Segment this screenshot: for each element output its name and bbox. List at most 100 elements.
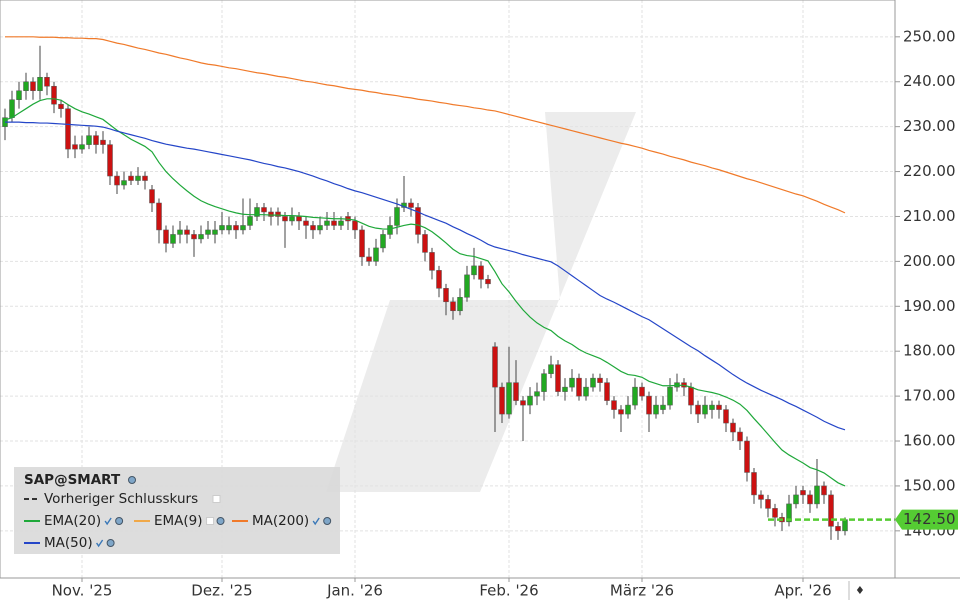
candle-body <box>184 229 190 235</box>
x-tick-label: Nov. '25 <box>52 582 113 600</box>
candle-body <box>30 81 36 91</box>
candle-body <box>632 386 638 406</box>
candle-body <box>65 108 71 150</box>
candle-body <box>541 373 547 392</box>
candle-body <box>198 234 204 240</box>
x-tick-label: Feb. '26 <box>479 582 538 600</box>
legend-settings-icon[interactable] <box>323 517 332 525</box>
legend-title: SAP@SMART <box>24 472 121 488</box>
candle-body <box>485 279 491 285</box>
candle-body <box>660 404 666 410</box>
candle-body <box>408 202 414 208</box>
candle-body <box>653 404 659 415</box>
y-tick-label: 240.00 <box>903 72 956 90</box>
candle-body <box>163 229 169 244</box>
candle-body <box>135 175 141 181</box>
candle-body <box>835 526 841 532</box>
candle-body <box>380 234 386 249</box>
legend-check-icon[interactable] <box>96 539 104 548</box>
candle-body <box>744 440 750 473</box>
last-price-tag <box>895 509 958 530</box>
y-tick-label: 150.00 <box>903 476 956 494</box>
candle-body <box>527 395 533 406</box>
ma-line <box>5 121 846 431</box>
candle-body <box>730 422 736 433</box>
y-tick-label: 170.00 <box>903 387 956 405</box>
candle-body <box>597 377 603 383</box>
legend-check-icon[interactable] <box>312 517 320 526</box>
candle-body <box>478 265 484 280</box>
candle-body <box>618 409 624 415</box>
candle-body <box>177 229 183 235</box>
candle-body <box>499 386 505 415</box>
candle-body <box>275 211 281 217</box>
legend-check-icon[interactable] <box>104 517 112 526</box>
candle-body <box>317 225 323 231</box>
legend-settings-icon[interactable] <box>106 539 115 547</box>
candle-body <box>590 377 596 388</box>
candle-body <box>436 270 442 289</box>
last-price-label: 142.50 <box>903 510 956 528</box>
candle-body <box>86 135 92 145</box>
candle-body <box>233 225 239 231</box>
candle-body <box>492 346 498 388</box>
y-tick-label: 230.00 <box>903 117 956 135</box>
legend-settings-icon[interactable] <box>128 476 136 484</box>
candle-body <box>814 485 820 505</box>
candle-body <box>772 508 778 518</box>
candle-body <box>422 234 428 253</box>
candle-body <box>268 211 274 217</box>
candle-body <box>107 144 113 177</box>
candle-body <box>471 265 477 276</box>
candle-body <box>646 395 652 415</box>
candle-body <box>828 494 834 527</box>
candle-body <box>800 490 806 496</box>
candle-body <box>702 404 708 415</box>
legend-settings-icon[interactable] <box>115 517 124 525</box>
candle-body <box>842 519 848 532</box>
candle-body <box>310 225 316 231</box>
candle-body <box>338 220 344 226</box>
candle-body <box>23 81 29 91</box>
candle-body <box>170 234 176 244</box>
y-tick-label: 190.00 <box>903 297 956 315</box>
legend: SAP@SMART Vorheriger Schlusskurs EMA(20) EM… <box>24 472 332 551</box>
watermark-shape <box>326 112 636 492</box>
candle-body <box>240 225 246 231</box>
candle-body <box>51 85 57 105</box>
candle-body <box>303 220 309 226</box>
candle-body <box>555 364 561 392</box>
candle-body <box>415 207 421 235</box>
legend-checkbox[interactable] <box>212 495 221 503</box>
candle-body <box>121 180 127 186</box>
candle-body <box>9 99 15 118</box>
candle-body <box>142 175 148 181</box>
ma-line <box>5 36 846 214</box>
candle-body <box>93 135 99 145</box>
candle-body <box>289 216 295 222</box>
candle-body <box>205 229 211 235</box>
candle-body <box>387 225 393 235</box>
candle-body <box>58 103 64 109</box>
candle-body <box>639 386 645 397</box>
legend-settings-icon[interactable] <box>216 517 225 525</box>
candle-body <box>716 404 722 410</box>
x-tick-label: März '26 <box>610 582 674 600</box>
candle-body <box>366 256 372 262</box>
candle-body <box>37 76 43 91</box>
legend-checkbox[interactable] <box>206 517 215 525</box>
y-tick-label: 200.00 <box>903 252 956 270</box>
candle-body <box>548 364 554 374</box>
candle-body <box>429 252 435 271</box>
y-tick-label: 160.00 <box>903 432 956 450</box>
legend-box <box>14 467 340 554</box>
candle-body <box>457 297 463 312</box>
candle-body <box>114 175 120 186</box>
candle-body <box>786 503 792 523</box>
x-tick-label: Jan. '26 <box>326 582 383 600</box>
candle-body <box>534 391 540 397</box>
y-axis: 140.00150.00160.00170.00180.00190.00200.… <box>52 27 958 600</box>
legend-label: MA(200) <box>252 513 309 529</box>
candle-body <box>128 175 134 181</box>
candle-body <box>562 386 568 392</box>
